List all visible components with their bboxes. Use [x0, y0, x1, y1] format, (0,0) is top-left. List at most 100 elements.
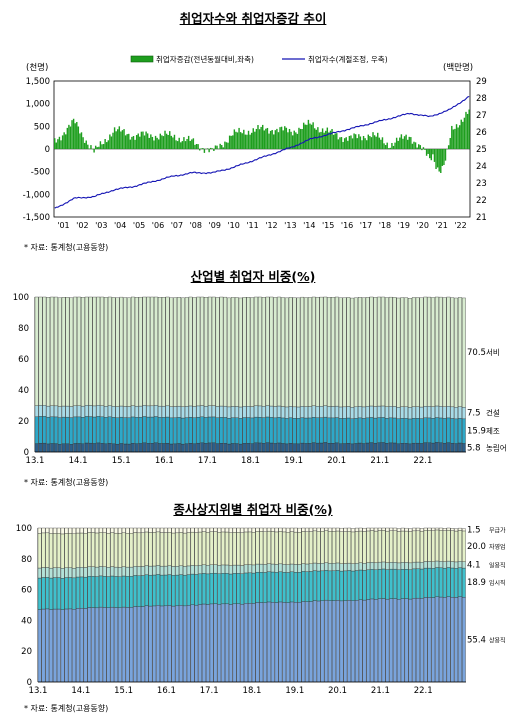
bar-mark [80, 132, 83, 149]
bar-mark [164, 130, 166, 149]
stack-segment [198, 531, 202, 566]
stack-segment [339, 570, 344, 602]
stack-segment [186, 574, 191, 606]
stack-segment [255, 602, 260, 683]
stack-segment [133, 575, 138, 607]
bar-mark [388, 148, 390, 149]
stack-segment [171, 527, 176, 534]
bar-mark [128, 133, 130, 149]
x-tick-label: '20 [417, 221, 429, 230]
stack-segment [427, 296, 432, 407]
bar-mark [195, 144, 198, 149]
bar-mark [282, 130, 284, 149]
x-tick-label: '06 [152, 221, 164, 230]
left-tick-label: 1,000 [26, 100, 50, 110]
stack-segment [148, 605, 153, 683]
stack-segment [83, 567, 88, 578]
stack-segment [76, 608, 80, 683]
stack-segment [133, 527, 138, 533]
series-value-label: 15.9 [467, 427, 486, 437]
stack-segment [183, 605, 187, 683]
stack-segment [370, 530, 374, 563]
stack-segment [377, 598, 382, 683]
stack-segment [37, 609, 42, 683]
stack-segment [167, 605, 172, 683]
stack-segment [72, 533, 76, 569]
right-tick-label: 26 [476, 128, 487, 138]
stack-segment [190, 573, 195, 605]
stack-segment [49, 533, 53, 569]
stack-segment [324, 570, 329, 601]
stack-segment [361, 297, 366, 408]
stack-segment [107, 296, 112, 406]
bar-mark [211, 148, 214, 149]
x-tick-label: '07 [171, 221, 183, 230]
stack-segment [79, 532, 84, 568]
stack-segment [273, 297, 278, 407]
stack-segment [157, 297, 162, 407]
stack-segment [278, 563, 283, 572]
stack-segment [152, 532, 157, 567]
stack-segment [146, 296, 151, 407]
stack-segment [300, 296, 305, 407]
bar-mark [370, 137, 373, 149]
stack-segment [68, 608, 73, 683]
stack-segment [370, 569, 374, 600]
stack-segment [297, 572, 302, 603]
stack-segment [156, 574, 160, 606]
stack-segment [81, 297, 85, 407]
stack-segment [171, 566, 176, 576]
bar-mark [310, 124, 313, 149]
stack-segment [270, 571, 275, 603]
bar-mark [72, 118, 75, 149]
stack-segment [290, 527, 294, 532]
x-tick-label: 17.1 [200, 686, 219, 696]
left-tick-label: -500 [31, 168, 50, 178]
bar-mark [314, 128, 316, 149]
stack-segment [366, 562, 371, 570]
stack-segment [248, 603, 252, 683]
stack-segment [320, 531, 325, 564]
stack-segment [450, 297, 455, 408]
bar-mark [254, 131, 256, 149]
stack-segment [68, 527, 73, 534]
stack-segment [381, 527, 386, 531]
stack-segment [369, 296, 374, 407]
stack-segment [351, 563, 355, 572]
legend-bar-swatch [130, 55, 154, 63]
stack-segment [49, 577, 53, 610]
stack-segment [84, 296, 89, 406]
stack-segment [458, 567, 462, 597]
stack-segment [56, 567, 61, 578]
stack-segment [358, 569, 363, 600]
bar-mark [140, 131, 143, 149]
bar-mark [139, 136, 141, 149]
stack-segment [188, 296, 193, 407]
stack-segment [423, 597, 428, 683]
stack-segment [133, 532, 138, 567]
right-tick-label: 24 [476, 162, 487, 172]
stack-segment [392, 297, 397, 407]
stack-segment [316, 563, 321, 572]
stack-segment [231, 297, 235, 407]
stack-segment [186, 527, 191, 533]
stack-segment [358, 562, 363, 571]
stack-segment [362, 563, 367, 571]
bar-mark [284, 126, 286, 149]
stack-segment [91, 532, 95, 567]
stack-segment [366, 599, 371, 683]
bar-mark [87, 144, 89, 149]
stack-segment [450, 596, 455, 683]
stack-segment [53, 527, 57, 534]
stack-segment [312, 530, 317, 564]
bar-mark [356, 138, 358, 149]
bar-mark [395, 137, 398, 149]
stack-segment [311, 296, 316, 406]
stack-segment [389, 527, 394, 531]
series-value-label: 18.9 [467, 578, 486, 588]
stack-segment [446, 529, 451, 562]
stack-segment [125, 607, 130, 683]
bar-mark [68, 124, 70, 149]
employment-trend-chart: 1,500 1,000 500 0 -500 -1,000 -1,500 29 28 27 26 25… [23, 54, 487, 230]
stack-segment [462, 567, 466, 598]
